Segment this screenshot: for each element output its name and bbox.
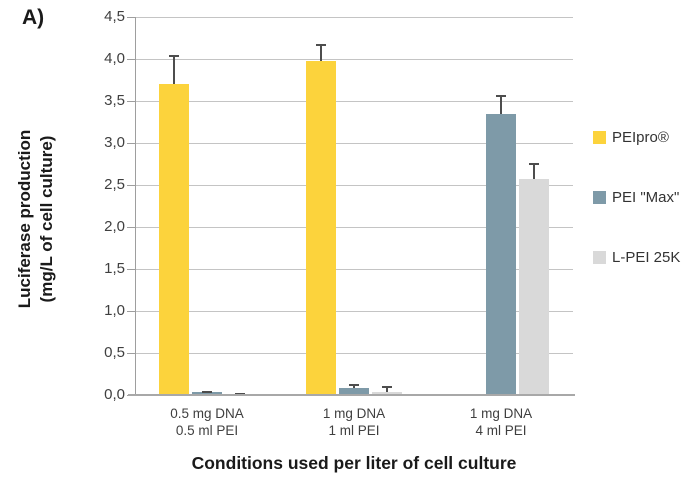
y-tick-label: 1,0 xyxy=(104,302,125,319)
error-bar-cap xyxy=(202,390,212,393)
error-bar-cap xyxy=(349,384,359,387)
error-bar-stem xyxy=(533,163,535,180)
y-tick-label: 4,5 xyxy=(104,8,125,25)
error-bar-series1-group2 xyxy=(486,95,516,114)
legend-label-pei-max: PEI "Max" xyxy=(612,189,680,206)
error-bar-series2-group0 xyxy=(225,392,255,395)
gridline xyxy=(135,142,573,144)
y-axis-tick xyxy=(127,58,135,60)
y-tick-label: 2,0 xyxy=(104,218,125,235)
gridline xyxy=(135,226,573,228)
error-bar-stem xyxy=(386,385,388,392)
bar-series0-group1 xyxy=(306,60,336,395)
y-axis-tick xyxy=(127,184,135,186)
x-category-label-group0: 0.5 mg DNA 0.5 ml PEI xyxy=(170,406,244,438)
y-axis-tick xyxy=(127,268,135,270)
error-bar-cap xyxy=(382,385,392,388)
y-tick-label: 0,0 xyxy=(104,386,125,403)
bar-series1-group2 xyxy=(486,113,516,395)
error-bar-stem xyxy=(353,384,355,389)
panel-label: A) xyxy=(22,6,45,29)
error-bar-stem xyxy=(320,43,322,61)
x-category-label-group2: 1 mg DNA 4 ml PEI xyxy=(469,406,533,438)
error-bar-cap xyxy=(169,54,179,57)
error-bar-cap xyxy=(235,392,245,395)
y-axis-title: Luciferase production (mg/L of cell cult… xyxy=(14,29,60,409)
y-tick-label: 4,0 xyxy=(104,50,125,67)
gridline xyxy=(135,184,573,186)
y-axis-tick xyxy=(127,226,135,228)
error-bar-series0-group0 xyxy=(159,54,189,85)
gridline xyxy=(135,16,573,18)
x-axis-line xyxy=(128,394,575,396)
y-tick-label: 1,5 xyxy=(104,260,125,277)
y-axis-tick xyxy=(127,100,135,102)
gridline xyxy=(135,58,573,60)
legend-item-peipro: PEIpro® xyxy=(593,129,669,146)
error-bar-series1-group0 xyxy=(192,390,222,393)
legend-swatch-peipro xyxy=(593,131,606,144)
error-bar-series2-group1 xyxy=(372,385,402,392)
y-tick-label: 2,5 xyxy=(104,176,125,193)
legend-label-peipro: PEIpro® xyxy=(612,129,669,146)
plot-area xyxy=(127,16,573,396)
y-tick-label: 0,5 xyxy=(104,344,125,361)
legend-swatch-lpei25k xyxy=(593,251,606,264)
legend-swatch-pei-max xyxy=(593,191,606,204)
bar-series0-group0 xyxy=(159,84,189,395)
y-tick-label: 3,0 xyxy=(104,134,125,151)
legend-item-pei-max: PEI "Max" xyxy=(593,189,679,206)
error-bar-series1-group1 xyxy=(339,384,369,389)
legend-label-lpei25k: L-PEI 25K xyxy=(612,249,681,266)
y-axis-tick xyxy=(127,310,135,312)
y-axis-tick xyxy=(127,142,135,144)
y-axis-title-line2: (mg/L of cell culture) xyxy=(37,135,56,303)
error-bar-stem xyxy=(500,95,502,114)
gridline xyxy=(135,100,573,102)
bar-series2-group1 xyxy=(372,391,402,395)
legend-item-lpei25k: L-PEI 25K xyxy=(593,249,680,266)
bar-series1-group0 xyxy=(192,392,222,395)
gridline xyxy=(135,268,573,270)
gridline xyxy=(135,310,573,312)
x-axis-title: Conditions used per liter of cell cultur… xyxy=(191,453,517,473)
error-bar-cap xyxy=(496,95,506,98)
bar-series2-group2 xyxy=(519,179,549,395)
error-bar-cap xyxy=(316,43,326,46)
y-axis-line xyxy=(135,17,136,395)
x-category-label-group1: 1 mg DNA 1 ml PEI xyxy=(322,406,386,438)
gridline xyxy=(135,352,573,354)
y-axis-tick xyxy=(127,352,135,354)
error-bar-cap xyxy=(529,163,539,166)
error-bar-series2-group2 xyxy=(519,163,549,180)
error-bar-stem xyxy=(173,54,175,85)
y-axis-title-line1: Luciferase production xyxy=(15,129,34,309)
y-tick-label: 3,5 xyxy=(104,92,125,109)
bar-series1-group1 xyxy=(339,388,369,395)
error-bar-series0-group1 xyxy=(306,43,336,61)
y-axis-tick xyxy=(127,16,135,18)
